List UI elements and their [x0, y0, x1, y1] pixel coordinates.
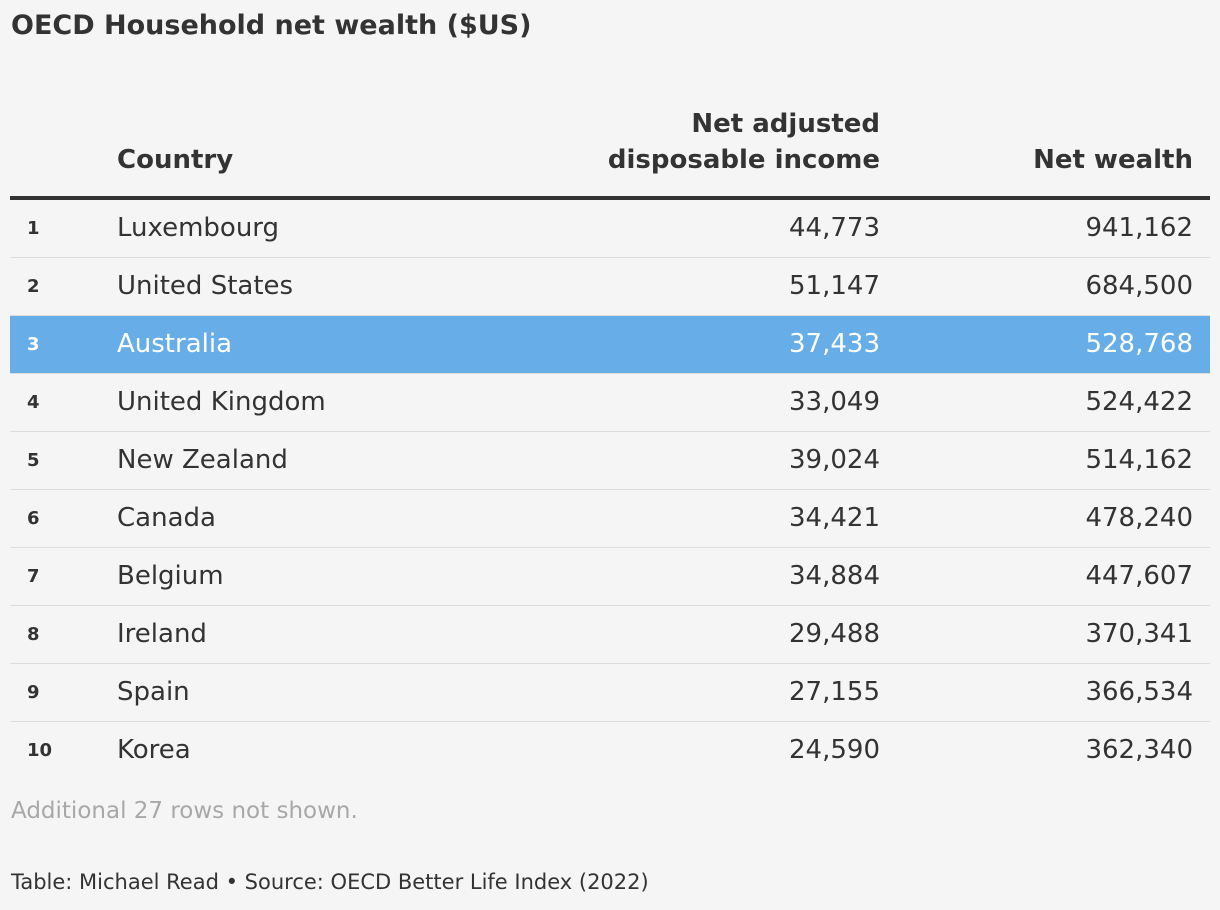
wealth-cell: 514,162 [1085, 445, 1193, 475]
table-body: 1 Luxembourg 44,773 941,162 2 United States 51… [10, 200, 1210, 779]
rows-note: Additional 27 rows not shown. [11, 798, 358, 824]
table-header: Country Net adjusted disposable income N… [10, 108, 1210, 200]
income-cell: 44,773 [789, 213, 880, 243]
wealth-cell: 362,340 [1085, 735, 1193, 765]
income-cell: 33,049 [789, 387, 880, 417]
rank-cell: 2 [27, 276, 40, 297]
table-row: 2 United States 51,147 684,500 [10, 258, 1210, 316]
country-cell: Canada [117, 503, 216, 533]
rank-cell: 8 [27, 624, 40, 645]
source-footer: Table: Michael Read • Source: OECD Bette… [11, 870, 649, 894]
rank-cell: 7 [27, 566, 40, 587]
country-cell: Ireland [117, 619, 207, 649]
income-cell: 51,147 [789, 271, 880, 301]
header-country[interactable]: Country [117, 145, 234, 175]
table-row: 6 Canada 34,421 478,240 [10, 490, 1210, 548]
income-cell: 27,155 [789, 677, 880, 707]
country-cell: Spain [117, 677, 190, 707]
rank-cell: 1 [27, 218, 40, 239]
country-cell: Luxembourg [117, 213, 280, 243]
header-income[interactable]: Net adjusted disposable income [607, 109, 880, 175]
income-cell: 24,590 [789, 735, 880, 765]
country-cell: Australia [117, 329, 233, 359]
rank-cell: 10 [27, 740, 53, 761]
rank-cell: 3 [27, 334, 40, 355]
rank-cell: 5 [27, 450, 40, 471]
country-cell: New Zealand [117, 445, 288, 475]
income-cell: 39,024 [789, 445, 880, 475]
table-row: 7 Belgium 34,884 447,607 [10, 548, 1210, 606]
country-cell: United Kingdom [117, 387, 326, 417]
header-wealth[interactable]: Net wealth [1033, 145, 1193, 175]
table-row: 4 United Kingdom 33,049 524,422 [10, 374, 1210, 432]
table-row: 3 Australia 37,433 528,768 [10, 316, 1210, 374]
country-cell: Korea [117, 735, 191, 765]
wealth-cell: 941,162 [1085, 213, 1193, 243]
income-cell: 37,433 [789, 329, 880, 359]
income-cell: 34,421 [789, 503, 880, 533]
rank-cell: 4 [27, 392, 40, 413]
country-cell: United States [117, 271, 294, 301]
wealth-cell: 684,500 [1085, 271, 1193, 301]
table-row: 9 Spain 27,155 366,534 [10, 664, 1210, 722]
wealth-cell: 528,768 [1085, 329, 1193, 359]
table-row: 8 Ireland 29,488 370,341 [10, 606, 1210, 664]
rank-cell: 9 [27, 682, 40, 703]
country-cell: Belgium [117, 561, 224, 591]
table-row: 1 Luxembourg 44,773 941,162 [10, 200, 1210, 258]
wealth-cell: 370,341 [1085, 619, 1193, 649]
table-row: 10 Korea 24,590 362,340 [10, 722, 1210, 779]
table-title: OECD Household net wealth ($US) [11, 10, 532, 41]
table-row: 5 New Zealand 39,024 514,162 [10, 432, 1210, 490]
data-table: Country Net adjusted disposable income N… [10, 108, 1210, 779]
wealth-cell: 447,607 [1085, 561, 1193, 591]
rank-cell: 6 [27, 508, 40, 529]
income-cell: 29,488 [789, 619, 880, 649]
wealth-cell: 478,240 [1085, 503, 1193, 533]
wealth-cell: 366,534 [1085, 677, 1193, 707]
wealth-cell: 524,422 [1085, 387, 1193, 417]
income-cell: 34,884 [789, 561, 880, 591]
